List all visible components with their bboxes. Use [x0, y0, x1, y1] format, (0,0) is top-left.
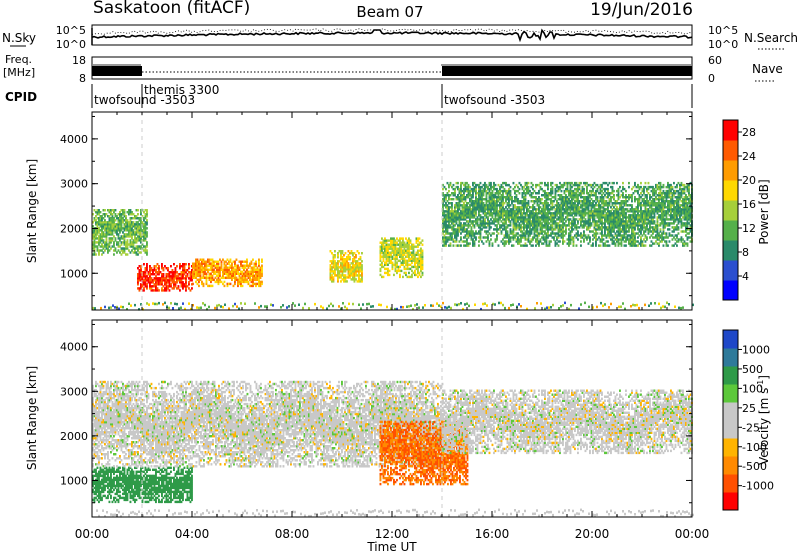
date-title: 19/Jun/2016: [590, 0, 693, 20]
noise-right-tick-top: 10^5: [708, 24, 738, 37]
y-tick-label: 4000: [60, 133, 88, 146]
colorbar-tick-label: 16: [742, 198, 756, 211]
freq-label-2: [MHz]: [3, 66, 35, 79]
colorbar-segment: [723, 220, 738, 241]
noise-right-tick-bottom: 10^0: [708, 38, 738, 51]
y-tick-label: 1000: [60, 267, 88, 280]
velocity-colorbar: 1000 500 100 25 -25 -100 -500 -1000: [722, 329, 774, 511]
velocity-colorbar-label: Velocity [m s-1]: [756, 375, 771, 465]
noise-left-label: N.Sky: [2, 31, 36, 45]
cpid-segment-2: themis 3300: [144, 83, 219, 97]
colorbar-segment: [723, 180, 738, 201]
x-tick-label: 12:00: [375, 527, 410, 541]
velocity-colorbar-label-sup: -1: [756, 380, 765, 388]
colorbar-tick-label: 12: [742, 222, 756, 235]
colorbar-segment: [723, 348, 738, 367]
noise-strip: N.Sky 10^5 10^0 10^5 10^0 N.Search: [2, 24, 798, 51]
nave-tick-bottom: 0: [708, 72, 715, 85]
noise-right-label: N.Search: [744, 31, 798, 45]
nave-label: Nave: [752, 62, 783, 76]
colorbar-tick-label: 8: [742, 246, 749, 259]
x-tick-label: 20:00: [575, 527, 610, 541]
frequency-strip: Freq. [MHz] 18 8 60 0 Nave: [3, 53, 783, 85]
cpid-strip: CPID twofsound -3503 themis 3300 twofsou…: [5, 83, 693, 108]
velocity-ylabel: Slant Range [km]: [25, 366, 39, 470]
noise-search-line: [91, 28, 693, 35]
power-y-ticks: 1000 2000 3000 4000: [60, 115, 692, 297]
colorbar-segment: [723, 280, 738, 301]
colorbar-segment: [723, 366, 738, 385]
velocity-colorbar-label-end: ]: [757, 375, 771, 380]
colorbar-segment: [723, 160, 738, 181]
y-tick-label: 2000: [60, 222, 88, 235]
x-tick-label: 08:00: [275, 527, 310, 541]
nave-tick-top: 60: [708, 54, 722, 67]
beam-title: Beam 07: [356, 3, 423, 21]
freq-tick-bottom: 8: [79, 72, 86, 85]
colorbar-segment: [723, 438, 738, 457]
noise-left-tick-top: 10^5: [56, 24, 86, 37]
colorbar-segment: [723, 402, 738, 421]
colorbar-segment: [723, 492, 738, 511]
colorbar-tick-label: 28: [742, 126, 756, 139]
colorbar-segment: [723, 420, 738, 439]
colorbar-segment: [723, 120, 738, 141]
colorbar-segment: [723, 200, 738, 221]
velocity-x-ticks: [91, 320, 693, 517]
cpid-segment-3: twofsound -3503: [444, 93, 545, 107]
colorbar-tick-label: -500: [742, 460, 767, 473]
colorbar-tick-label: 500: [742, 363, 763, 376]
time-axis-labels: 00:00 04:00 08:00 12:00 16:00 20:00 00:00: [75, 527, 710, 541]
frequency-bars: [91, 64, 693, 76]
freq-bar-2: [442, 66, 692, 76]
cpid-label: CPID: [5, 90, 37, 104]
y-tick-label: 3000: [60, 178, 88, 191]
y-tick-label: 3000: [60, 385, 88, 398]
colorbar-tick-label: -25: [742, 421, 760, 434]
colorbar-tick-label: -100: [742, 441, 767, 454]
power-panel: 1000 2000 3000 4000 Slant Range [km] 4 8 12 16…: [25, 111, 771, 311]
colorbar-segment: [723, 330, 738, 349]
y-tick-label: 2000: [60, 430, 88, 443]
velocity-echo-cells: [92, 380, 694, 518]
y-tick-label: 1000: [60, 474, 88, 487]
colorbar-segment: [723, 260, 738, 281]
colorbar-tick-label: 4: [742, 270, 749, 283]
colorbar-tick-label: 1000: [742, 343, 770, 356]
velocity-panel: 1000 2000 3000 4000 Slant Range [km] 1000 50…: [25, 319, 774, 518]
x-tick-label: 00:00: [675, 527, 710, 541]
colorbar-segment: [723, 384, 738, 403]
power-colorbar-label: Power [dB]: [757, 179, 771, 244]
colorbar-tick-label: 20: [742, 174, 756, 187]
x-tick-label: 16:00: [475, 527, 510, 541]
colorbar-tick-label: 100: [742, 382, 763, 395]
x-tick-label: 04:00: [175, 527, 210, 541]
noise-sky-line: [91, 28, 693, 45]
colorbar-tick-label: 25: [742, 402, 756, 415]
power-x-ticks: [91, 112, 693, 310]
x-axis-title: Time UT: [366, 540, 417, 554]
velocity-colorbar-label-text: Velocity [m s: [757, 388, 771, 465]
x-tick-label: 00:00: [75, 527, 110, 541]
freq-bar-1: [92, 66, 142, 76]
power-echo-cells: [92, 181, 694, 311]
power-colorbar: 4 8 12 16 20 24 28: [722, 119, 756, 301]
cpid-segment-1: twofsound -3503: [94, 93, 195, 107]
colorbar-tick-label: -1000: [742, 480, 774, 493]
colorbar-tick-label: 24: [742, 150, 756, 163]
colorbar-segment: [723, 140, 738, 161]
noise-left-tick-bottom: 10^0: [56, 38, 86, 51]
station-title: Saskatoon (fitACF): [93, 0, 250, 18]
y-tick-label: 4000: [60, 341, 88, 354]
colorbar-segment: [723, 240, 738, 261]
freq-tick-top: 18: [72, 54, 86, 67]
colorbar-segment: [723, 456, 738, 475]
freq-label-1: Freq.: [5, 53, 32, 66]
power-ylabel: Slant Range [km]: [25, 159, 39, 263]
velocity-y-ticks: 1000 2000 3000 4000: [60, 323, 692, 504]
colorbar-segment: [723, 474, 738, 493]
